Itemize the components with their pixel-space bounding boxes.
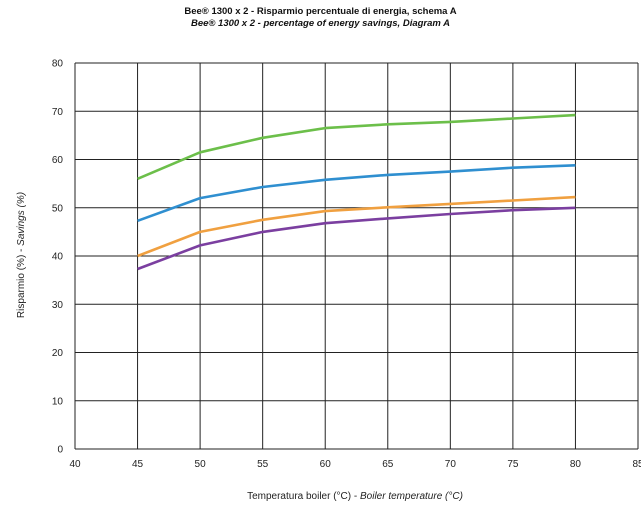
x-tick-label: 85 — [632, 459, 641, 470]
x-tick-label: 45 — [132, 459, 144, 470]
x-tick-label: 60 — [320, 459, 332, 470]
series-line-4 — [137, 206, 576, 271]
x-tick-label: 80 — [570, 459, 582, 470]
tick-labels: 40 45 50 55 60 65 70 75 80 85 0 10 20 30 40 50 60 70 80 — [52, 59, 641, 471]
y-tick-label: 20 — [52, 348, 64, 359]
x-tick-label: 70 — [445, 459, 457, 470]
x-tick-label: 55 — [257, 459, 269, 470]
y-tick-label: 10 — [52, 396, 64, 407]
y-tick-label: 30 — [52, 300, 64, 311]
x-tick-label: 50 — [195, 459, 207, 470]
series-line-1 — [137, 113, 576, 180]
chart-title-english: Bee® 1300 x 2 - percentage of energy sav… — [190, 18, 451, 29]
series-line-2 — [137, 164, 576, 223]
x-tick-label: 65 — [382, 459, 394, 470]
x-tick-label: 75 — [507, 459, 519, 470]
x-tick-label: 40 — [69, 459, 81, 470]
y-tick-label: 0 — [57, 445, 63, 456]
y-tick-label: 60 — [52, 155, 64, 166]
y-axis-label: Risparmio (%) - Savings (%) — [16, 192, 27, 318]
chart-title-italian: Bee® 1300 x 2 - Risparmio percentuale di… — [184, 6, 457, 17]
grid — [74, 62, 639, 450]
series-line-3 — [137, 195, 576, 258]
y-tick-label: 70 — [52, 107, 64, 118]
y-tick-label: 40 — [52, 252, 64, 263]
series-layer — [137, 113, 576, 271]
chart-title: Bee® 1300 x 2 - Risparmio percentuale di… — [0, 6, 641, 30]
y-tick-label: 80 — [52, 59, 64, 70]
y-tick-label: 50 — [52, 203, 64, 214]
x-axis-label: Temperatura boiler (°C) - Boiler tempera… — [247, 491, 463, 502]
